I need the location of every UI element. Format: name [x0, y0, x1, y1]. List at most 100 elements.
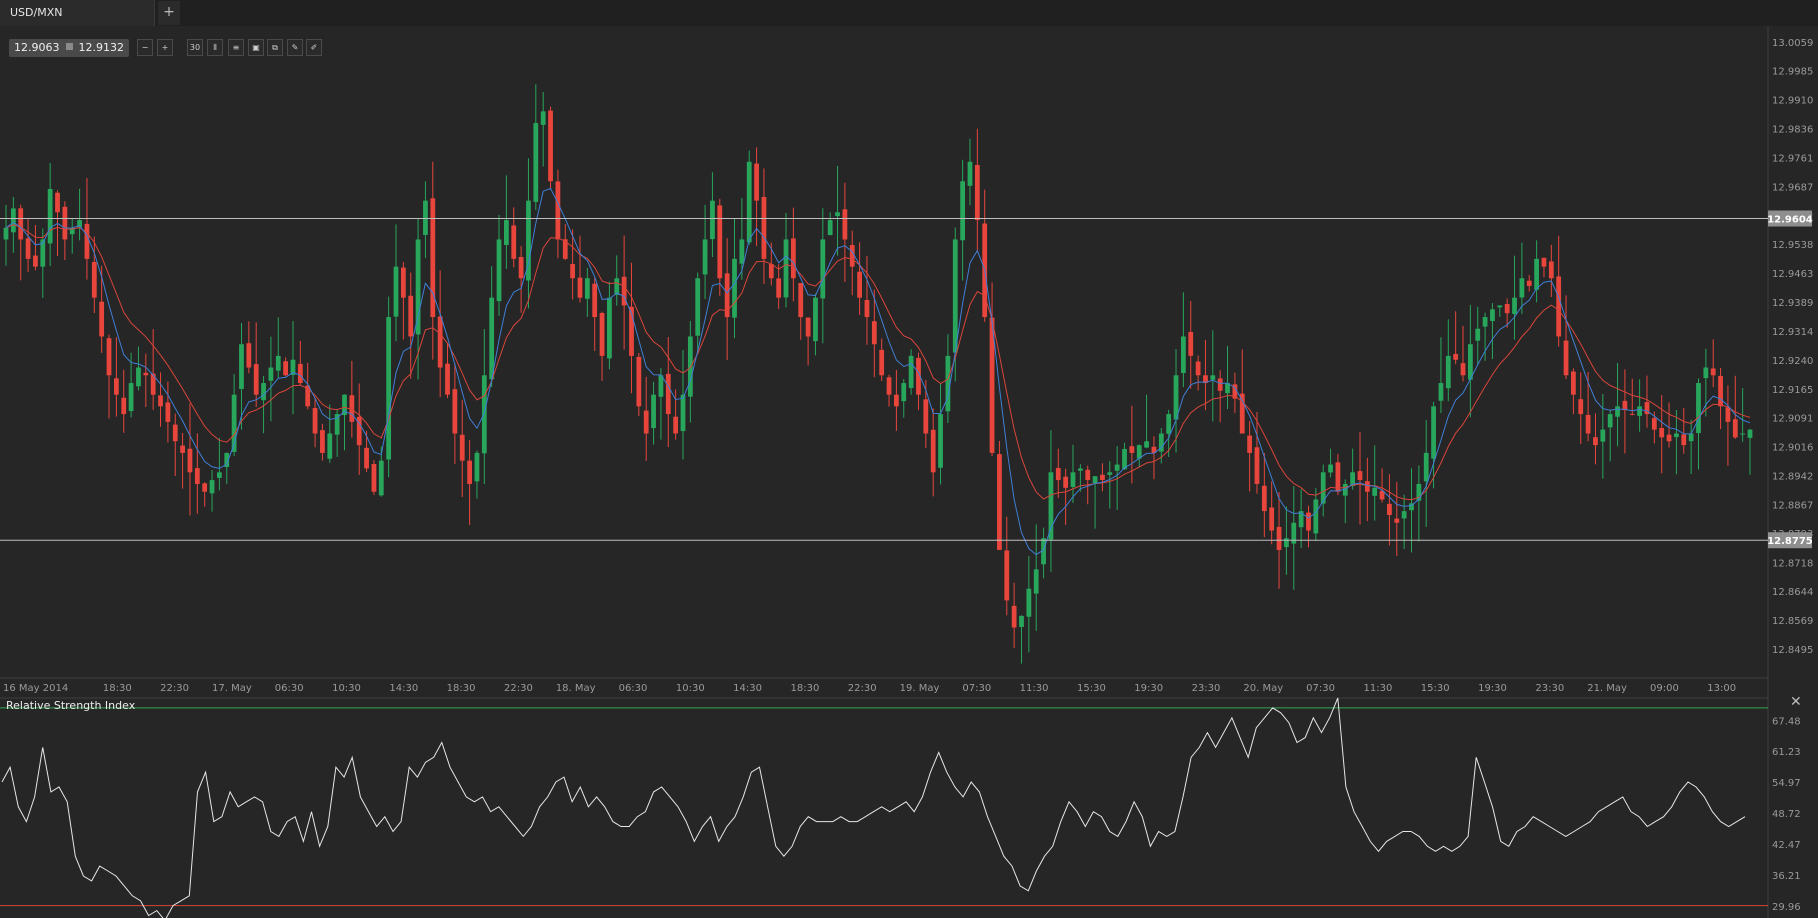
candle-body: [1401, 511, 1407, 519]
candle-body: [378, 460, 384, 496]
candle-body: [673, 416, 679, 434]
candle-body: [1666, 434, 1672, 442]
candle-body: [1232, 384, 1238, 399]
candle-body: [1519, 278, 1525, 298]
candle-body: [1166, 414, 1172, 434]
candle-body: [739, 239, 745, 264]
indicators-icon[interactable]: ≡: [228, 39, 244, 56]
candle-body: [481, 375, 487, 454]
time-tick-label: 18:30: [447, 683, 476, 694]
candle-body: [47, 189, 53, 244]
time-tick-label: 10:30: [332, 683, 361, 694]
candle-body: [783, 239, 789, 298]
candle-body: [393, 266, 399, 317]
rsi-tick-label: 42.47: [1772, 840, 1801, 851]
candle-body: [1122, 449, 1127, 470]
level-label-bg: [1768, 210, 1812, 227]
candle-body: [776, 278, 782, 298]
candle-body: [1541, 257, 1547, 267]
candle-body: [1651, 418, 1657, 430]
candle-body: [1512, 297, 1517, 315]
edit-icon[interactable]: ✐: [306, 39, 322, 56]
candle-body: [1453, 353, 1459, 360]
indicator-title: Relative Strength Index: [6, 699, 136, 712]
candle-body: [952, 239, 958, 353]
time-tick-label: 07:30: [1306, 683, 1335, 694]
candle-body: [1247, 435, 1253, 453]
candle-body: [864, 300, 870, 318]
candle-body: [1526, 280, 1532, 287]
candle-body: [1681, 434, 1687, 446]
candle-body: [540, 111, 546, 125]
candle-body: [327, 433, 333, 459]
candle-body: [180, 445, 185, 453]
candle-body: [614, 278, 620, 295]
candle-body: [1659, 427, 1665, 438]
add-tab-button[interactable]: +: [158, 1, 180, 25]
candle-body: [901, 383, 907, 402]
candle-body: [69, 227, 75, 235]
candle-body: [1703, 367, 1709, 379]
price-tick-label: 12.9314: [1772, 327, 1813, 338]
candle-body: [150, 373, 156, 395]
candle-body: [1048, 472, 1054, 540]
candle-body: [1026, 588, 1032, 617]
candle-body: [334, 414, 340, 435]
tab-usdmxn[interactable]: USD/MXN: [0, 0, 155, 26]
candle-body: [1372, 487, 1378, 496]
zoom-in-icon[interactable]: +: [157, 39, 173, 56]
candle-body: [592, 283, 598, 318]
candle-body: [445, 363, 450, 395]
candle-body: [724, 273, 730, 318]
candle-body: [710, 200, 715, 240]
timeframe-button[interactable]: 30: [187, 39, 203, 56]
time-tick-label: 06:30: [275, 683, 304, 694]
template-icon[interactable]: ▣: [248, 39, 264, 56]
zoom-out-icon[interactable]: −: [137, 39, 153, 56]
time-tick-label: 22:30: [160, 683, 189, 694]
candle-body: [1615, 406, 1620, 417]
candle-body: [349, 395, 355, 422]
candle-body: [489, 297, 495, 380]
candle-body: [658, 375, 664, 397]
candle-body: [768, 264, 774, 279]
indicator-close-icon[interactable]: ✕: [1790, 694, 1802, 710]
candle-body: [916, 357, 921, 395]
candle-body: [1387, 503, 1392, 515]
copy-icon[interactable]: ⧉: [267, 39, 283, 56]
candle-body: [77, 220, 82, 228]
time-tick-label: 10:30: [676, 683, 705, 694]
candle-body: [967, 161, 973, 186]
candle-body: [570, 263, 576, 279]
price-tick-label: 12.9165: [1772, 385, 1813, 396]
candle-body: [1637, 406, 1643, 416]
candle-body: [1696, 383, 1701, 434]
candle-body: [1033, 569, 1039, 594]
candle-body: [680, 394, 686, 432]
price-tick-label: 12.9985: [1772, 67, 1813, 78]
candle-body: [1276, 526, 1282, 550]
candle-body: [511, 225, 517, 259]
time-tick-label: 09:00: [1650, 683, 1679, 694]
candle-body: [231, 394, 237, 452]
candle-body: [1173, 375, 1179, 420]
candle-body: [1019, 615, 1024, 627]
candle-body: [1342, 483, 1348, 496]
candle-body: [1306, 512, 1311, 531]
candle-body: [1688, 433, 1694, 442]
candle-body: [1180, 336, 1186, 374]
candle-body: [312, 408, 318, 434]
candle-body: [1467, 344, 1473, 380]
candle-body: [1379, 490, 1385, 500]
candle-body: [1136, 445, 1142, 459]
time-tick-label: 23:30: [1192, 683, 1221, 694]
price-tick-label: 12.9687: [1772, 182, 1813, 193]
candle-body: [408, 295, 414, 337]
candle-body: [1460, 363, 1466, 376]
candle-body: [18, 208, 24, 240]
chart-type-icon[interactable]: ⫴: [207, 39, 223, 56]
candle-body: [305, 385, 311, 407]
draw-icon[interactable]: ✎: [287, 39, 303, 56]
time-tick-label: 18:30: [790, 683, 819, 694]
